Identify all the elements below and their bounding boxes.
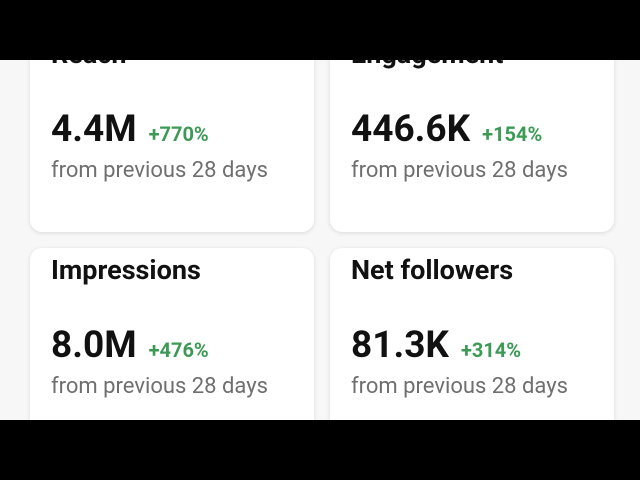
card-title: Impressions — [51, 254, 201, 286]
value-row: 8.0M +476% — [51, 324, 209, 367]
metric-change: +154% — [482, 122, 543, 146]
comparison-note: from previous 28 days — [351, 374, 568, 399]
insights-screen: Reach4.4M+770%from previous 28 daysEngag… — [0, 60, 640, 420]
metric-card[interactable]: Net followers 81.3K +314% from previous 28 … — [330, 248, 614, 420]
card-title: Engagement — [351, 60, 503, 70]
metric-value: 446.6K — [351, 108, 471, 151]
metric-card[interactable]: Impressions 8.0M +476% from previous 28 day… — [30, 248, 314, 420]
metric-card[interactable]: Engagement 446.6K +154% from previous 28 da… — [330, 60, 614, 232]
value-row: 81.3K +314% — [351, 324, 521, 367]
comparison-note: from previous 28 days — [51, 374, 268, 399]
metric-card[interactable]: Reach 4.4M +770% from previous 28 days — [30, 60, 314, 232]
card-title: Reach — [51, 60, 127, 70]
comparison-note: from previous 28 days — [351, 158, 568, 183]
card-title: Net followers — [351, 254, 514, 286]
metric-change: +476% — [148, 338, 209, 362]
metric-value: 4.4M — [51, 108, 137, 151]
metric-change: +770% — [148, 122, 209, 146]
comparison-note: from previous 28 days — [51, 158, 268, 183]
metric-change: +314% — [460, 338, 522, 362]
metric-value: 81.3K — [351, 324, 449, 367]
metric-value: 8.0M — [51, 324, 137, 367]
value-row: 446.6K +154% — [351, 108, 542, 151]
value-row: 4.4M +770% — [51, 108, 209, 151]
